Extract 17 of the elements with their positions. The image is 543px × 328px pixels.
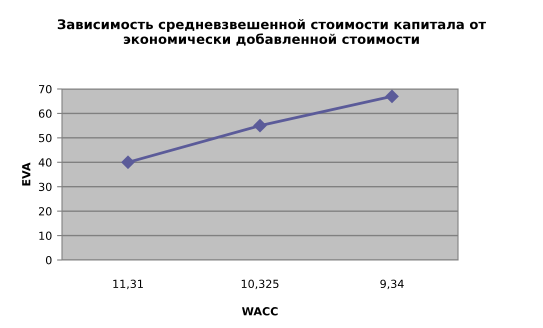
y-tick-label: 10 [39,232,52,240]
point [121,156,135,169]
y-tick-label: 50 [38,134,52,142]
y-tick-label: 0 [46,256,52,264]
y-tick-label: 30 [38,182,52,192]
y-tick-label: 40 [38,158,52,167]
x-tick-label: 10,325 [242,280,278,290]
y-tick-label: 60 [38,109,52,118]
y-axis-title: EVA [22,162,30,186]
chart-title: Зависимость средневзвешенной стоимости капитала от экономически добавленной стоимости [58,19,486,46]
x-tick-label: 9,34 [380,280,404,290]
point [253,119,267,132]
x-axis-title: WACC [242,307,278,316]
y-tick-label: 70 [39,84,52,94]
point [385,90,399,103]
y-tick-label: 20 [38,207,52,216]
x-tick-label: 11,31 [113,280,143,290]
